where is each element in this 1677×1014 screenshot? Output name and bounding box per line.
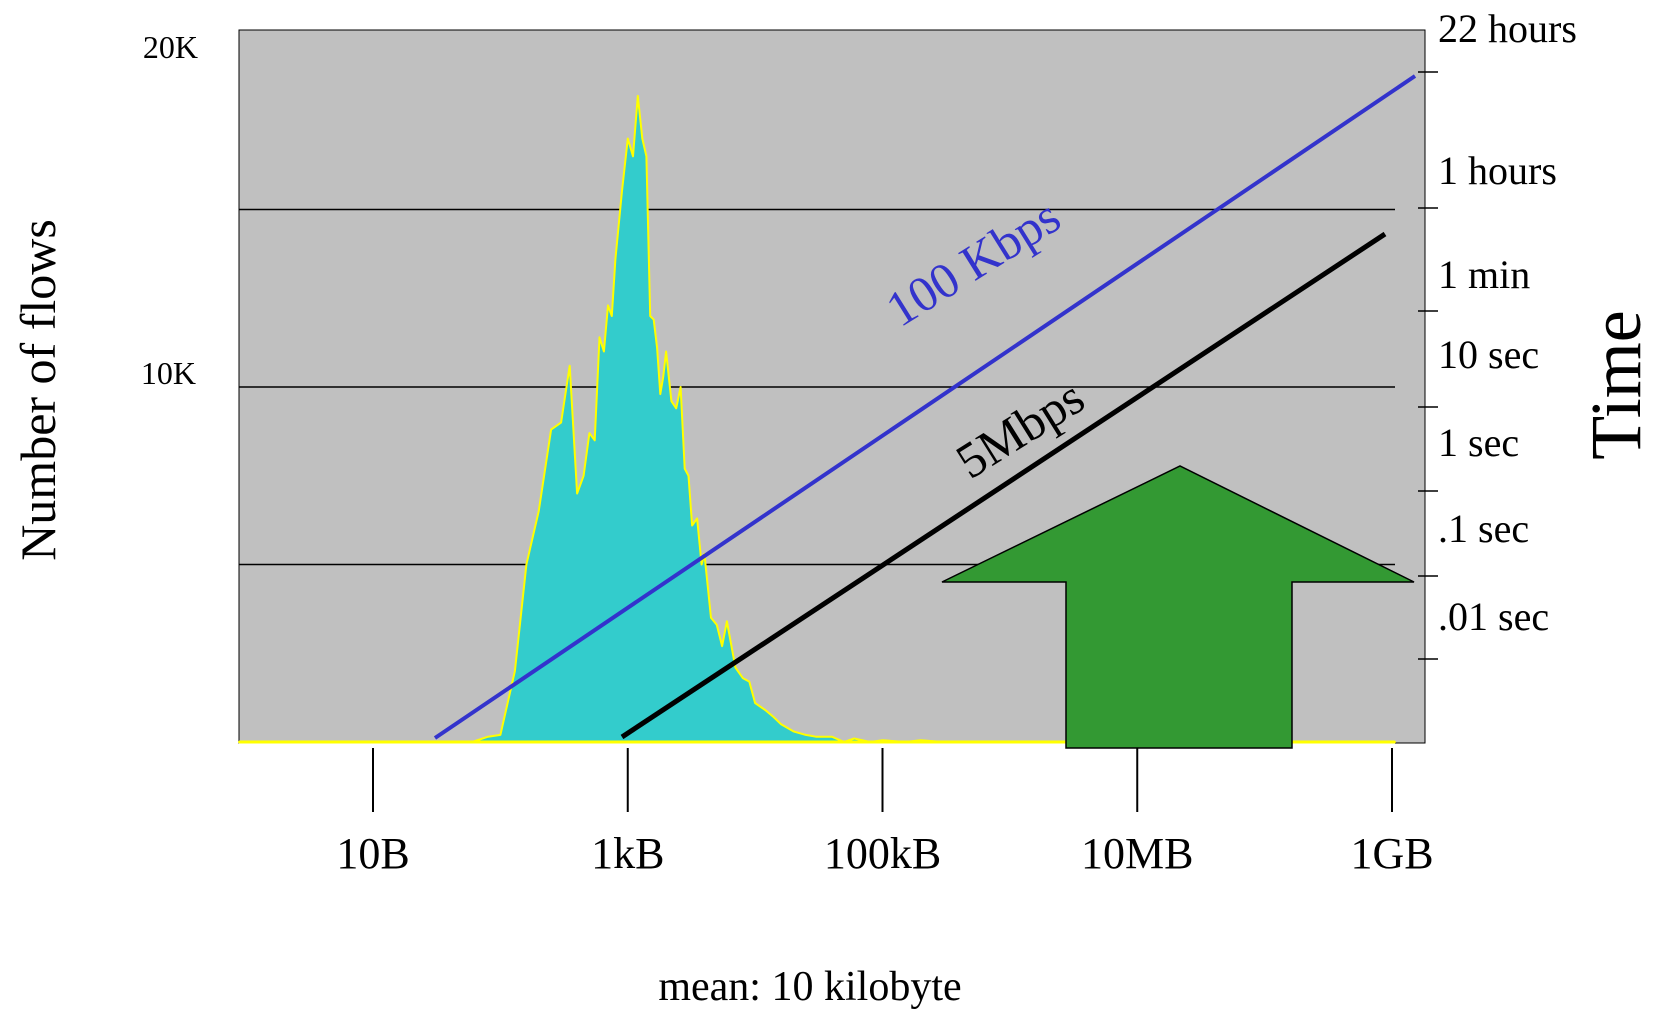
time-label-6: .01 sec [1438, 594, 1549, 639]
y-axis-title: Number of flows [10, 219, 66, 561]
time-label-4: 1 sec [1438, 420, 1519, 465]
time-label-2: 1 min [1438, 252, 1530, 297]
up-arrow-annotation [941, 465, 1415, 749]
time-label-1: 1 hours [1438, 148, 1557, 193]
time-axis: 22 hours 1 hours 1 min 10 sec 1 sec .1 sec .01… [1418, 6, 1577, 743]
x-axis-title: mean: 10 kilobyte [658, 964, 961, 1010]
time-label-5: .1 sec [1438, 506, 1529, 551]
y-tick-label-10k: 10K [141, 355, 196, 391]
time-label-3: 10 sec [1438, 332, 1539, 377]
x-tick-label-0: 10B [336, 829, 409, 878]
x-tick-label-4: 1GB [1350, 829, 1433, 878]
time-axis-title: Time [1576, 310, 1656, 459]
x-tick-label-3: 10MB [1081, 829, 1193, 878]
x-ticks: 10B 1kB 100kB 10MB 1GB [336, 748, 1434, 878]
rate-line-100kbps [433, 74, 1417, 740]
time-label-0: 22 hours [1438, 6, 1577, 51]
x-tick-label-2: 100kB [824, 829, 941, 878]
y-tick-label-20k: 20K [143, 29, 198, 65]
rate-line-5mbps [620, 231, 1387, 740]
x-tick-label-1: 1kB [591, 829, 664, 878]
